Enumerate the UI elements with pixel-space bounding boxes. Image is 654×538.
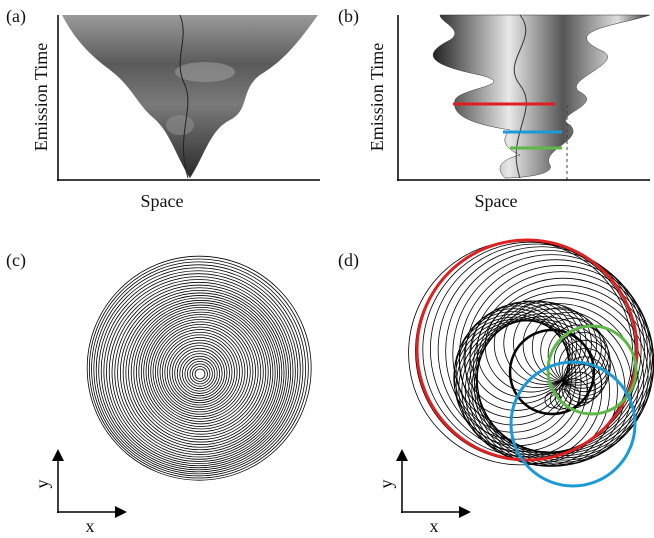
wavefront xyxy=(150,321,251,422)
panel-d: (d) y x xyxy=(338,238,654,536)
wavefront xyxy=(171,345,228,401)
wavefront xyxy=(147,318,254,425)
wavefront xyxy=(108,281,289,462)
panel-a: (a) Emission Time Space xyxy=(6,6,320,211)
y-axis-label: y xyxy=(376,480,396,489)
wavefront xyxy=(91,261,306,477)
wavefront xyxy=(130,302,271,443)
wavefront xyxy=(93,264,304,475)
wavefront xyxy=(114,287,285,458)
wavefront xyxy=(143,314,259,430)
wavefront xyxy=(164,337,235,408)
panel-b: (b) Emission Time Space xyxy=(338,6,651,211)
emission-surface xyxy=(432,14,651,179)
wavefront xyxy=(119,292,281,453)
wavefront xyxy=(111,284,287,460)
wavefront xyxy=(189,363,211,385)
wavefront xyxy=(469,303,571,405)
wavefront xyxy=(154,326,246,417)
wavefront xyxy=(117,289,283,456)
wavefront xyxy=(86,255,312,481)
wavefront xyxy=(95,267,301,473)
wavefront xyxy=(174,347,225,399)
panel-label: (b) xyxy=(338,6,359,27)
wavefront xyxy=(437,246,645,454)
wavefront xyxy=(184,358,216,390)
wavefront xyxy=(145,316,256,427)
red-wavefront xyxy=(415,238,639,462)
x-axis-label: x xyxy=(86,516,95,536)
wavefront xyxy=(122,295,278,451)
wavefront xyxy=(181,355,218,392)
wavefront xyxy=(106,279,292,465)
highlight xyxy=(175,62,235,82)
wavefront xyxy=(187,360,213,387)
green-wavefront xyxy=(546,324,638,416)
wavefront-highlight xyxy=(508,328,596,416)
panel-c: (c) y x xyxy=(6,250,312,536)
wavefront xyxy=(125,297,276,448)
emission-surface xyxy=(62,15,318,178)
wavefront xyxy=(430,243,642,456)
panel-label: (a) xyxy=(6,6,26,27)
wavefront xyxy=(166,339,233,406)
wavefront xyxy=(98,270,299,471)
wavefront xyxy=(476,291,649,463)
x-axis-label: Space xyxy=(475,191,518,211)
wavefront xyxy=(88,258,309,479)
trajectory xyxy=(179,14,189,179)
y-axis-label: y xyxy=(32,480,52,489)
highlight xyxy=(166,115,194,135)
wavefront xyxy=(503,301,587,385)
wavefront xyxy=(176,350,223,397)
wavefront xyxy=(179,353,221,394)
wavefront xyxy=(133,304,269,440)
wavefront xyxy=(162,334,238,410)
wavefront xyxy=(140,311,262,432)
panel-label: (c) xyxy=(6,250,26,271)
trajectory xyxy=(513,14,527,179)
y-axis-label: Emission Time xyxy=(31,43,51,152)
wavefront xyxy=(192,366,208,382)
wavefront xyxy=(194,368,206,380)
wavefront xyxy=(445,249,648,453)
blue-wavefront xyxy=(509,360,637,488)
wavefront xyxy=(103,276,294,467)
wavefront xyxy=(152,323,249,420)
wavefront xyxy=(453,316,577,440)
wavefront xyxy=(558,339,611,393)
wavefront xyxy=(157,329,243,415)
panel-label: (d) xyxy=(338,250,359,271)
wavefront xyxy=(169,342,230,404)
wavefront xyxy=(135,306,267,438)
x-axis-label: Space xyxy=(141,191,184,211)
wavefront xyxy=(128,299,274,446)
wavefront xyxy=(100,273,296,469)
wavefront xyxy=(159,331,241,413)
wavefront xyxy=(138,309,264,435)
wavefront xyxy=(476,301,574,398)
y-axis-label: Emission Time xyxy=(367,43,387,152)
wavefront xyxy=(553,331,611,389)
x-axis-label: x xyxy=(430,516,439,536)
